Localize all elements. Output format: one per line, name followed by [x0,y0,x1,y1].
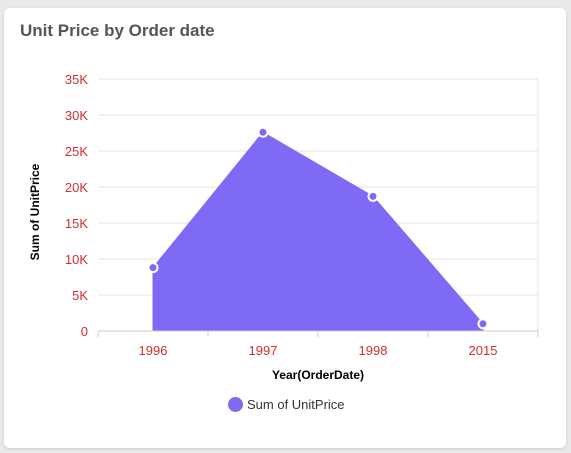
data-points [147,126,489,330]
area-series [152,131,484,332]
legend-marker-icon [228,397,243,412]
y-tick-label: 25K [65,144,88,159]
y-tick-label: 10K [65,252,88,267]
legend[interactable]: Sum of UnitPrice [228,397,345,412]
x-tick-label: 1997 [249,343,278,358]
area-fill [152,131,484,332]
legend-label: Sum of UnitPrice [247,397,345,412]
x-axis: 1996 1997 1998 2015 [97,330,539,358]
data-point [477,318,489,330]
chart-card: Unit Price by Order date 0 5K 10K 15K 20K 25K… [4,8,566,448]
y-tick-label: 30K [65,108,88,123]
y-tick-label: 20K [65,180,88,195]
data-point [147,262,159,274]
y-tick-label: 0 [81,324,88,339]
area-chart: 0 5K 10K 15K 20K 25K 30K 35K 1996 1997 1998 2015 S… [28,72,539,382]
x-axis-title: Year(OrderDate) [272,368,364,382]
data-point [367,190,379,202]
y-tick-label: 35K [65,72,88,87]
data-point [257,126,269,138]
y-axis-title: Sum of UnitPrice [28,163,42,260]
y-tick-label: 5K [72,288,88,303]
y-axis-ticks: 0 5K 10K 15K 20K 25K 30K 35K [65,72,88,339]
y-tick-label: 15K [65,216,88,231]
chart-title: Unit Price by Order date [20,21,215,40]
x-tick-label: 2015 [469,343,498,358]
x-tick-label: 1998 [359,343,388,358]
x-tick-label: 1996 [139,343,168,358]
